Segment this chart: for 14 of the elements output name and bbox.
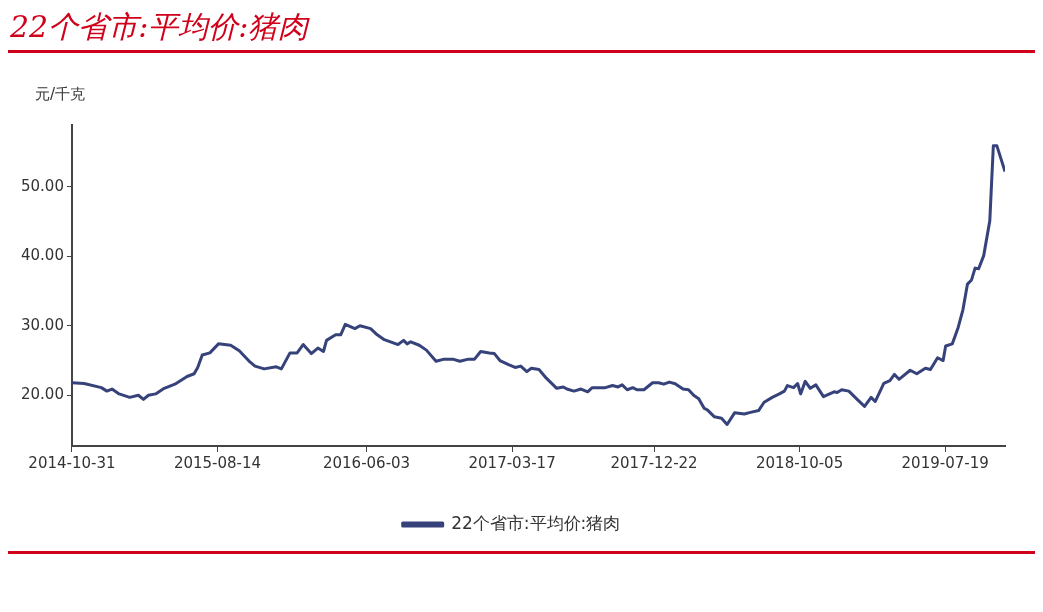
chart-title: 22个省市:平均价:猪肉 [9,8,311,46]
y-tick-label: 30.00 [20,315,64,334]
x-tick-label: 2017-12-22 [610,453,698,472]
y-axis-title: 元/千克 [34,85,85,103]
x-tick-label: 2016-06-03 [322,453,411,472]
x-tick-label: 2019-07-19 [901,453,989,472]
x-tick-label: 2018-10-05 [756,453,844,472]
legend-label: 22个省市:平均价:猪肉 [451,512,621,533]
y-tick-label: 40.00 [20,246,64,265]
x-tick-label: 2015-08-14 [173,453,262,472]
x-tick-label: 2017-03-17 [468,453,556,472]
y-tick-label: 20.00 [20,385,64,404]
x-tick-label: 2014-10-31 [28,453,116,472]
y-tick-label: 50.00 [20,176,64,195]
